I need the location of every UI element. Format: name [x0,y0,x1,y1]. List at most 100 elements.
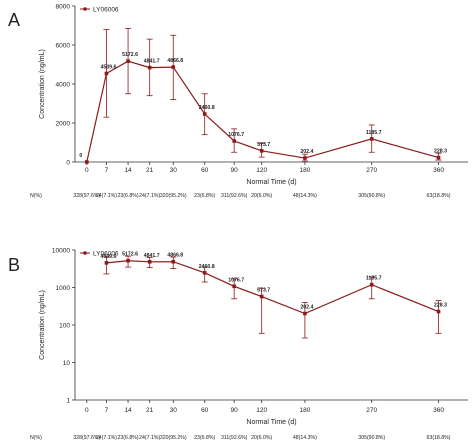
data-label: 5172.6 [122,252,138,258]
data-label: 2460.8 [199,105,215,111]
n-row-value: 63(18.8%) [427,193,451,199]
x-tick-label: 180 [299,167,310,174]
data-label: 228.3 [434,303,447,309]
data-point [104,71,109,76]
data-point [259,149,264,153]
x-tick-label: 270 [366,167,377,174]
n-row-value: 311(92.6%) [221,435,248,441]
data-label: 0 [79,153,82,159]
x-tick-label: 0 [85,407,89,414]
x-tick-label: 30 [170,407,178,414]
data-label: 228.3 [434,149,447,155]
n-row-value: 23(6.8%) [118,435,139,441]
n-row-value: 24(7.1%) [139,435,160,441]
data-label: 4539.6 [101,254,117,260]
y-tick-label: 1000 [56,285,71,292]
y-tick-label: 8000 [56,4,71,11]
data-label: 4866.8 [167,253,183,259]
n-row-value: 320(95.2%) [160,193,187,199]
n-row-value: 24(7.1%) [96,435,117,441]
x-tick-label: 60 [201,167,209,174]
data-point [303,311,307,316]
data-label: 4866.8 [167,58,183,64]
n-row-value: 320(95.2%) [160,435,187,441]
series-line [106,260,439,315]
n-row-value: 48(14.3%) [293,193,317,199]
x-tick-label: 90 [231,167,239,174]
x-tick-label: 14 [124,167,132,174]
data-point [436,309,441,314]
data-point [303,156,307,160]
data-point [232,139,236,143]
data-point [171,259,176,264]
data-point [84,160,89,164]
x-tick-label: 14 [124,407,132,414]
legend-label: LY06006 [93,251,119,258]
data-label: 1076.7 [228,132,244,138]
n-row-value: 23(6.8%) [118,193,139,199]
x-tick-label: 21 [146,167,154,174]
n-row-value: 23(6.8%) [194,435,215,441]
y-tick-label: 10000 [52,248,70,255]
data-label: 2460.8 [199,264,215,270]
data-label: 1076.7 [228,277,244,283]
chart-panel-a: 0 2000 4000 6000 8000 0 7 14 21 30 60 90 120 180 270 36… [30,4,468,199]
y-tick-label: 4000 [56,82,71,89]
n-row-value: 20(6.0%) [251,193,272,199]
data-point [126,258,130,263]
data-label: 202.4 [300,149,313,155]
n-row-value: 24(7.1%) [96,193,117,199]
y-tick-label: 10 [63,360,71,367]
data-label: 5172.6 [122,52,138,58]
x-tick-label: 7 [105,167,109,174]
x-tick-label: 270 [366,407,377,414]
data-point [369,282,374,287]
y-tick-label: 0 [66,160,70,167]
data-label: 1185.7 [366,130,382,136]
data-point [232,284,236,289]
data-label: 1185.7 [366,276,382,282]
data-point [104,261,109,265]
x-tick-label: 30 [170,167,178,174]
panel-letter-a: A [8,10,21,30]
data-point [126,59,130,63]
n-row-value: 23(6.8%) [194,193,215,199]
legend-marker [83,7,87,11]
n-row-value: 63(18.8%) [427,435,451,441]
y-tick-label: 1 [66,398,70,405]
x-tick-label: 360 [433,407,444,414]
n-row-value: 305(90.8%) [358,435,385,441]
x-tick-label: 180 [299,407,310,414]
panel-letter-b: B [8,255,21,275]
n-row-value: 328(97.6%) [73,193,100,199]
y-tick-label: 2000 [56,121,71,128]
x-axis-label: Normal Time (d) [246,419,296,426]
data-point [369,137,374,141]
n-row-value: 24(7.1%) [139,193,160,199]
data-point [147,65,152,70]
y-tick-label: 6000 [56,43,71,50]
n-row-label: N(%) [30,435,42,441]
n-row-label: N(%) [30,193,42,199]
data-point [259,294,264,299]
x-tick-label: 60 [201,407,209,414]
x-tick-label: 21 [146,407,154,414]
x-tick-label: 120 [256,167,267,174]
data-point [202,271,207,275]
data-label: 202.4 [300,305,313,311]
n-row-value: 311(92.6%) [221,193,248,199]
x-tick-label: 7 [105,407,109,414]
data-label: 573.7 [257,288,270,294]
x-tick-label: 360 [433,167,444,174]
y-axis-label: Concentration (ng/mL) [39,290,46,360]
data-point [436,155,441,160]
data-point [147,260,152,264]
data-label: 573.7 [257,142,270,148]
y-axis-label: Concentration (ng/mL) [39,49,46,119]
data-label: 4841.7 [144,59,160,65]
n-row-value: 48(14.3%) [293,435,317,441]
n-row-value: 328(97.6%) [73,435,100,441]
x-axis-label: Normal Time (d) [246,179,296,186]
data-label: 4841.7 [144,253,160,259]
